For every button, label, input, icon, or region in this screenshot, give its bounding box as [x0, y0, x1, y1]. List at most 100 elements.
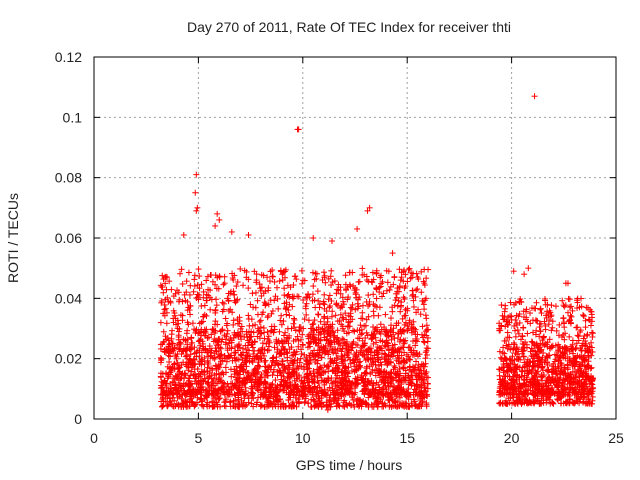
data-point	[240, 282, 246, 288]
data-point	[349, 306, 355, 312]
data-point	[207, 307, 213, 313]
data-point	[196, 266, 202, 272]
data-point	[180, 281, 186, 287]
data-point	[321, 269, 327, 275]
data-point	[292, 273, 298, 279]
data-point	[230, 322, 236, 328]
data-point	[359, 310, 365, 316]
data-point	[291, 324, 297, 330]
data-point	[315, 288, 321, 294]
data-point	[226, 298, 232, 304]
data-point	[308, 404, 314, 410]
data-point	[387, 287, 393, 293]
data-point	[315, 311, 321, 317]
data-point	[360, 303, 366, 309]
data-point	[333, 301, 339, 307]
data-point	[418, 289, 424, 295]
data-point	[195, 291, 201, 297]
data-point	[281, 285, 287, 291]
data-point	[275, 306, 281, 312]
data-point	[388, 315, 394, 321]
data-point	[329, 308, 335, 314]
data-point	[233, 283, 239, 289]
data-point	[271, 297, 277, 303]
data-point	[293, 276, 299, 282]
data-point	[327, 303, 333, 309]
data-point	[197, 338, 203, 344]
data-point	[192, 272, 198, 278]
data-point	[291, 317, 297, 323]
data-point	[350, 397, 356, 403]
data-point	[355, 279, 361, 285]
data-point	[164, 320, 170, 326]
data-point	[411, 304, 417, 310]
data-point	[314, 271, 320, 277]
data-point	[329, 314, 335, 320]
data-point	[395, 303, 401, 309]
data-point	[272, 279, 278, 285]
data-point	[351, 328, 357, 334]
data-point	[359, 265, 365, 271]
data-point	[274, 285, 280, 291]
data-point	[370, 291, 376, 297]
data-point	[270, 274, 276, 280]
data-point	[327, 292, 333, 298]
data-point	[160, 290, 166, 296]
data-point	[221, 301, 227, 307]
data-point	[158, 320, 164, 326]
data-point	[227, 399, 233, 405]
data-point	[299, 281, 305, 287]
data-point	[356, 294, 362, 300]
data-point	[184, 278, 190, 284]
data-point	[223, 403, 229, 409]
data-point	[286, 312, 292, 318]
data-point	[385, 279, 391, 285]
data-point	[409, 274, 415, 280]
data-point	[245, 312, 251, 318]
data-point	[250, 304, 256, 310]
data-point	[159, 404, 165, 410]
data-point	[220, 300, 226, 306]
data-point	[420, 323, 426, 329]
data-point	[249, 316, 255, 322]
data-point	[191, 289, 197, 295]
data-point	[265, 314, 271, 320]
chart-title: Day 270 of 2011, Rate Of TEC Index for r…	[187, 19, 511, 35]
data-point	[322, 280, 328, 286]
data-points	[158, 93, 596, 413]
data-point	[333, 312, 339, 318]
data-point	[247, 302, 253, 308]
data-point	[299, 268, 305, 274]
data-point	[375, 313, 381, 319]
data-point	[374, 295, 380, 301]
data-point	[321, 292, 327, 298]
data-point	[220, 282, 226, 288]
data-point	[257, 319, 263, 325]
data-point	[223, 316, 229, 322]
data-point	[159, 273, 165, 279]
data-point	[326, 304, 332, 310]
data-point	[373, 285, 379, 291]
data-point	[343, 272, 349, 278]
data-point	[159, 384, 165, 390]
data-point	[255, 395, 261, 401]
data-point	[278, 313, 284, 319]
data-point	[190, 320, 196, 326]
data-point	[179, 266, 185, 272]
data-point	[382, 312, 388, 318]
data-point	[168, 287, 174, 293]
data-point	[358, 315, 364, 321]
data-point	[214, 302, 220, 308]
data-point	[177, 271, 183, 277]
data-point	[213, 296, 219, 302]
data-point	[237, 266, 243, 272]
data-point	[298, 356, 304, 362]
data-point	[425, 267, 431, 273]
data-point	[423, 315, 429, 321]
data-point	[191, 276, 197, 282]
data-point	[303, 312, 309, 318]
data-point	[328, 268, 334, 274]
data-point	[328, 282, 334, 288]
data-point	[262, 359, 268, 365]
